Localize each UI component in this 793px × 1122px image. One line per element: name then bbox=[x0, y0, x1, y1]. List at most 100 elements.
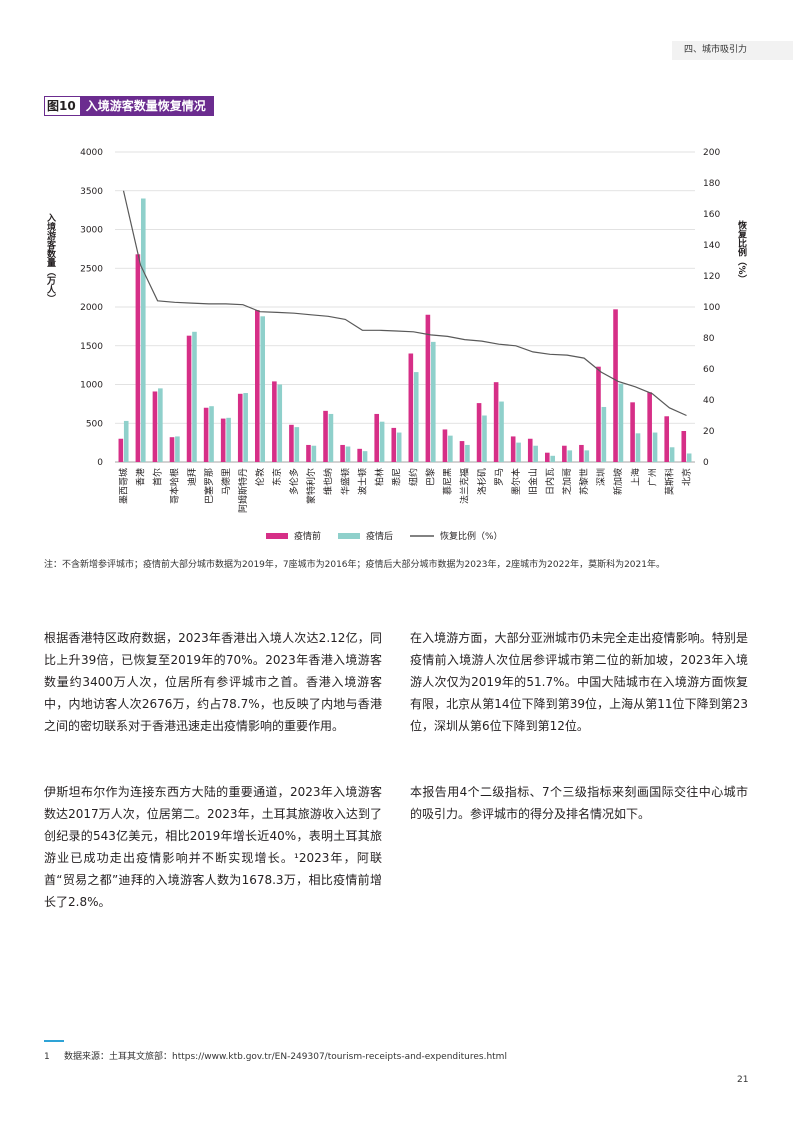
category-label: 柏林 bbox=[373, 468, 385, 486]
legend-swatch-before bbox=[266, 533, 288, 539]
bar-before bbox=[545, 452, 550, 462]
category-label: 墨西哥城 bbox=[119, 468, 130, 504]
section-tag: 四、城市吸引力 bbox=[672, 41, 793, 60]
bar-after bbox=[260, 316, 265, 462]
y-right-tick-label: 100 bbox=[703, 303, 720, 313]
footnote-text: 数据来源：土耳其文旅部：https://www.ktb.gov.tr/EN-24… bbox=[64, 1052, 507, 1062]
y-right-tick-label: 180 bbox=[703, 179, 720, 189]
category-label: 华盛顿 bbox=[339, 468, 351, 495]
bar-after bbox=[175, 436, 180, 462]
bar-after bbox=[465, 444, 470, 462]
bar-before bbox=[425, 314, 431, 462]
bar-after bbox=[635, 433, 641, 462]
category-label: 马德里 bbox=[220, 468, 232, 495]
page-number: 21 bbox=[737, 1075, 749, 1085]
y-left-tick-label: 4000 bbox=[80, 148, 103, 158]
bar-after bbox=[413, 372, 419, 462]
bar-after bbox=[379, 421, 385, 462]
bar-before bbox=[169, 437, 175, 462]
paragraph-right-1: 在入境游方面，大部分亚洲城市仍未完全走出疫情影响。特别是疫情前入境游人次位居参评… bbox=[410, 631, 748, 733]
bar-after bbox=[311, 445, 317, 462]
y-right-tick-label: 20 bbox=[703, 427, 715, 437]
category-label: 慕尼黑 bbox=[442, 468, 454, 495]
bar-after bbox=[123, 420, 129, 462]
bar-before bbox=[596, 366, 601, 462]
y-left-tick-label: 3500 bbox=[80, 187, 103, 197]
y-right-tick-label: 40 bbox=[703, 396, 715, 406]
category-label: 纽约 bbox=[408, 468, 420, 486]
bar-after bbox=[362, 451, 368, 462]
bar-after bbox=[140, 198, 146, 462]
y-right-tick-label: 80 bbox=[703, 334, 715, 344]
axis-titles: 入境游客数量（万人） 恢复比例（%） bbox=[45, 213, 748, 303]
category-label: 洛杉矶 bbox=[476, 468, 488, 495]
bar-before bbox=[357, 448, 362, 462]
y-left-tick-label: 2500 bbox=[80, 264, 103, 274]
bar-after bbox=[192, 331, 197, 462]
figure-title: 入境游客数量恢复情况 bbox=[79, 96, 214, 116]
bar-before bbox=[272, 381, 277, 462]
category-label: 迪拜 bbox=[186, 468, 198, 486]
bar-before bbox=[459, 441, 465, 462]
bar-before bbox=[255, 310, 260, 462]
bar-after bbox=[533, 445, 538, 462]
category-label: 墨尔本 bbox=[510, 468, 522, 495]
footnote-number: 1 bbox=[44, 1052, 50, 1062]
chart-note: 注：不含新增参评城市；疫情前大部分城市数据为2019年，7座城市为2016年；疫… bbox=[44, 560, 665, 570]
y-left-tick-label: 1500 bbox=[80, 342, 103, 352]
category-labels: 墨西哥城 香港 首尔 哥本哈根 迪拜 巴塞罗那 马德里 阿姆斯特丹 伦敦 东京 多伦多 蒙特利尔 维也纳… bbox=[119, 468, 693, 513]
bar-after bbox=[396, 432, 402, 462]
y-right-tick-label: 140 bbox=[703, 241, 720, 251]
bar-before bbox=[323, 410, 328, 462]
y-right-tick-label: 60 bbox=[703, 365, 715, 375]
bar-after bbox=[584, 450, 590, 462]
y-left-tick-label: 0 bbox=[97, 458, 103, 468]
bar-after bbox=[158, 388, 163, 462]
bar-after bbox=[277, 384, 283, 462]
paragraph-left-1: 根据香港特区政府数据，2023年香港出入境人次达2.12亿，同比上升39倍，已恢… bbox=[44, 631, 382, 733]
bar-after bbox=[209, 406, 214, 462]
bar-before bbox=[442, 429, 448, 462]
category-label: 上海 bbox=[629, 468, 641, 486]
category-label: 阿姆斯特丹 bbox=[237, 468, 249, 513]
bar-after bbox=[448, 435, 453, 462]
category-label: 旧金山 bbox=[527, 468, 539, 495]
legend-label-before: 疫情前 bbox=[294, 530, 321, 542]
y-left-tick-label: 2000 bbox=[80, 303, 103, 313]
bar-after bbox=[652, 432, 658, 462]
y-left-ticks: 0 500 1000 1500 2000 2500 3000 3500 4000 bbox=[80, 148, 103, 468]
category-label: 苏黎世 bbox=[578, 468, 590, 495]
figure-header: 图10 入境游客数量恢复情况 bbox=[44, 96, 214, 116]
category-label: 香港 bbox=[135, 468, 147, 486]
y-right-tick-label: 160 bbox=[703, 210, 720, 220]
category-label: 维也纳 bbox=[322, 468, 334, 495]
legend-swatch-after bbox=[338, 533, 360, 539]
bar-before bbox=[118, 438, 124, 462]
recovery-line bbox=[122, 190, 687, 417]
y-right-axis-title: 恢复比例（%） bbox=[736, 219, 748, 283]
paragraph-right-2: 本报告用4个二级指标、7个三级指标来刻画国际交往中心城市的吸引力。参评城市的得分… bbox=[410, 785, 748, 821]
figure-label: 图10 bbox=[44, 96, 80, 116]
category-label: 罗马 bbox=[494, 468, 505, 486]
category-label: 伦敦 bbox=[254, 468, 266, 486]
paragraph-left-2: 伊斯坦布尔作为连接东西方大陆的重要通道，2023年入境游客数达2017万人次，位… bbox=[44, 785, 382, 909]
category-label: 新加坡 bbox=[612, 468, 624, 495]
category-label: 东京 bbox=[271, 468, 283, 486]
legend-label-line: 恢复比例（%） bbox=[440, 530, 503, 542]
bar-before bbox=[647, 392, 652, 462]
category-label: 哥本哈根 bbox=[169, 468, 181, 504]
bar-before bbox=[630, 402, 635, 462]
bar-before bbox=[135, 254, 141, 462]
bar-before bbox=[510, 436, 516, 462]
bar-before bbox=[613, 309, 618, 462]
footnote-divider bbox=[44, 1040, 64, 1042]
bar-before bbox=[391, 427, 397, 462]
category-label: 首尔 bbox=[152, 468, 164, 486]
bar-before bbox=[681, 431, 687, 462]
bar-before bbox=[152, 391, 158, 462]
y-left-axis-title: 入境游客数量（万人） bbox=[45, 213, 57, 303]
bar-before bbox=[340, 444, 345, 462]
bar-before bbox=[186, 335, 192, 462]
bar-after bbox=[294, 427, 300, 462]
bar-after bbox=[328, 413, 334, 462]
